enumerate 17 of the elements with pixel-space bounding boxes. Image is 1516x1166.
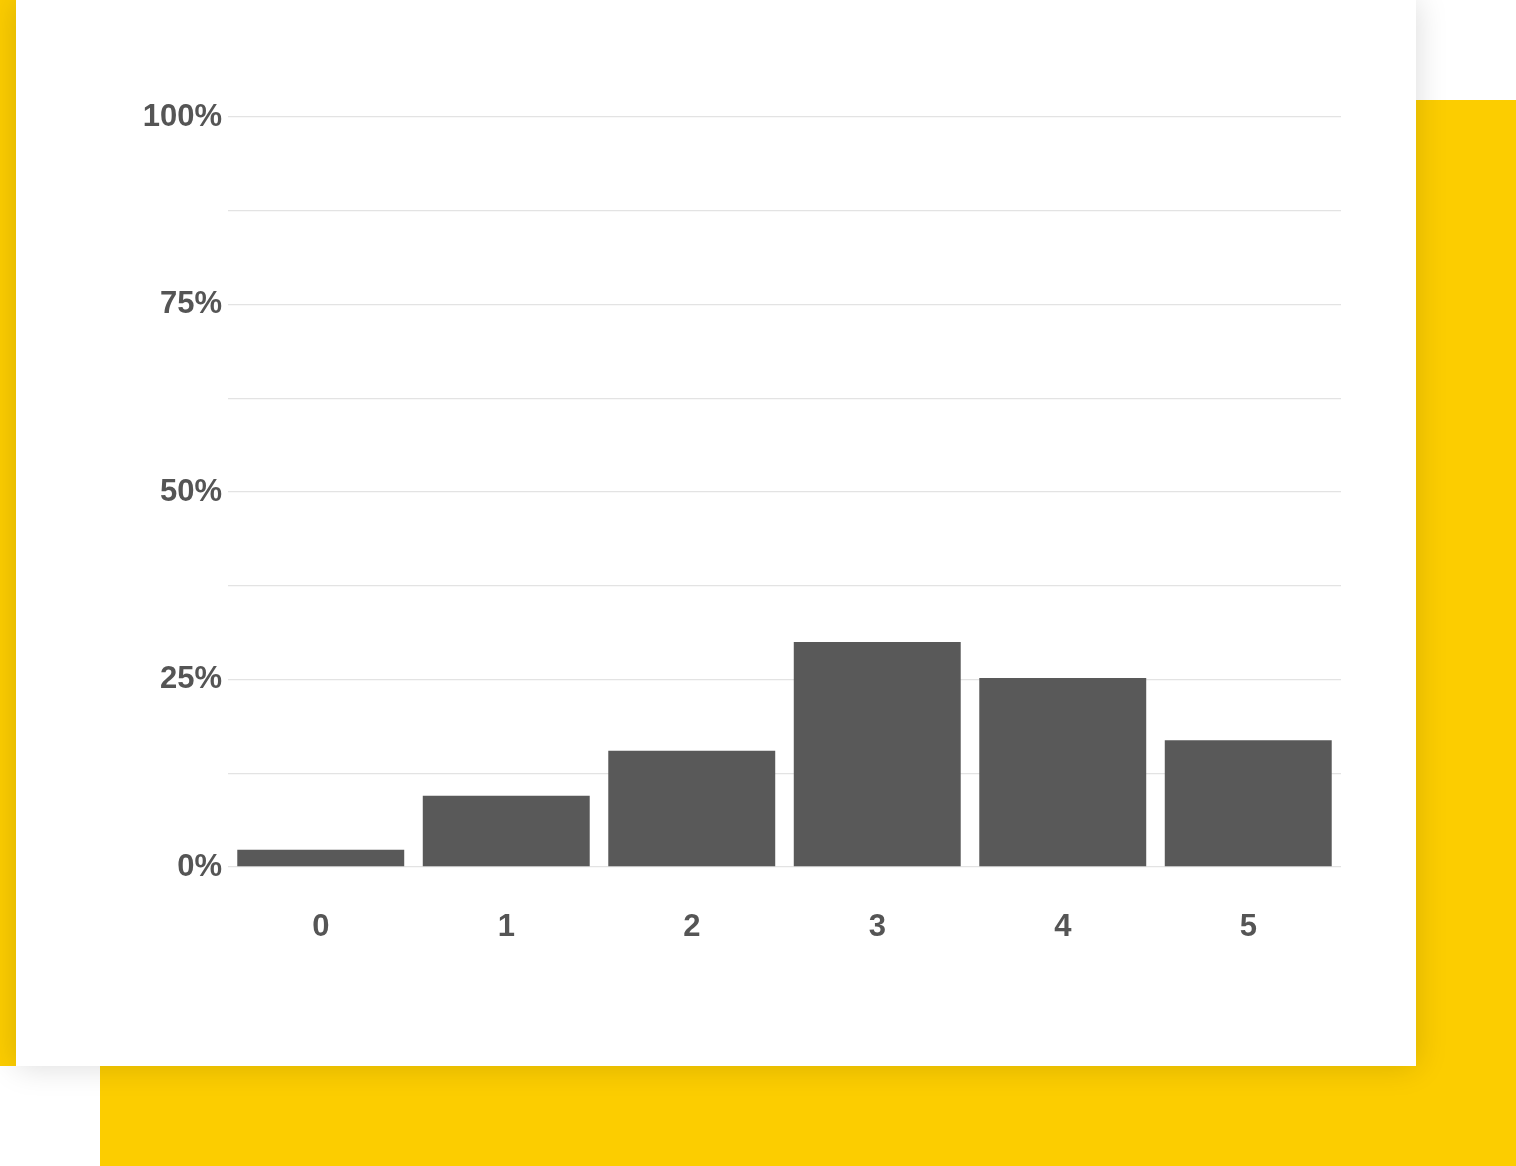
bar (1164, 740, 1332, 867)
y-tick-label: 25% (159, 660, 222, 696)
x-tick-label: 1 (497, 908, 515, 944)
y-tick-label: 75% (159, 285, 222, 321)
y-tick-label: 50% (159, 472, 222, 508)
bar (793, 642, 961, 867)
y-tick-label: 0% (177, 847, 222, 883)
bar (608, 750, 776, 867)
y-tick-label: 100% (142, 97, 222, 133)
x-tick-label: 0 (312, 908, 330, 944)
x-tick-label: 2 (683, 908, 701, 944)
x-tick-label: 5 (1239, 908, 1257, 944)
bar (237, 849, 405, 867)
bar (422, 795, 590, 867)
bar (979, 678, 1147, 867)
x-tick-label: 3 (868, 908, 886, 944)
x-tick-label: 4 (1054, 908, 1073, 944)
